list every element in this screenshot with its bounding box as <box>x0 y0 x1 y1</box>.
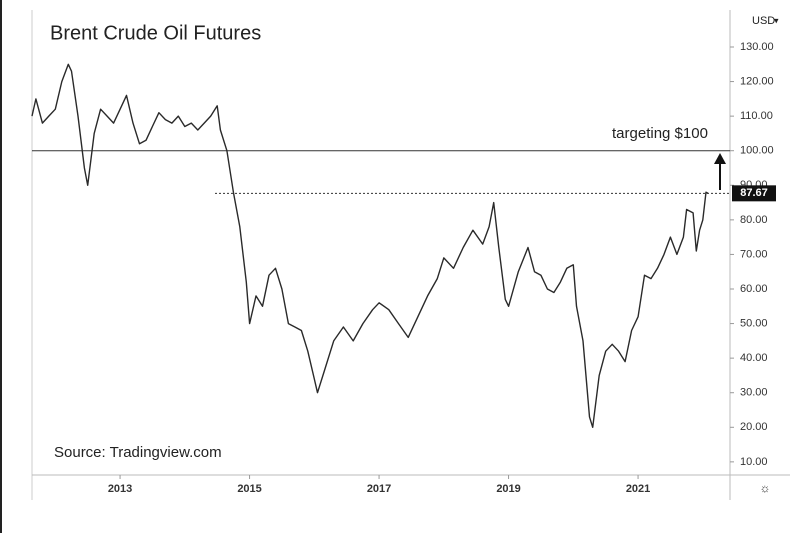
y-tick-label: 50.00 <box>740 317 768 329</box>
arrow-head <box>714 153 726 164</box>
last-value-label: 87.67 <box>740 187 768 199</box>
annotation: targeting $100 <box>612 125 708 142</box>
y-tick-label: 60.00 <box>740 283 768 295</box>
currency-dropdown[interactable]: ▾ <box>774 15 779 25</box>
settings-icon[interactable]: ☼ <box>760 481 771 495</box>
y-tick-label: 40.00 <box>740 352 768 364</box>
x-tick-label: 2015 <box>237 483 261 495</box>
y-tick-label: 100.00 <box>740 145 774 157</box>
x-tick-label: 2017 <box>367 483 391 495</box>
x-tick-label: 2021 <box>626 483 650 495</box>
y-tick-label: 110.00 <box>740 110 773 122</box>
y-tick-label: 70.00 <box>740 248 768 260</box>
last-value-box <box>732 185 776 202</box>
y-tick-label: 130.00 <box>740 41 774 53</box>
price-line <box>31 63 709 428</box>
y-tick-label: 120.00 <box>740 75 774 87</box>
y-tick-label: 30.00 <box>740 387 768 399</box>
y-tick-label: 80.00 <box>740 214 768 226</box>
currency-label: USD <box>752 15 775 27</box>
source-note: Source: Tradingview.com <box>54 444 222 461</box>
y-tick-label: 20.00 <box>740 421 768 433</box>
y-tick-label: 10.00 <box>740 456 768 468</box>
x-tick-label: 2019 <box>496 483 520 495</box>
x-tick-label: 2013 <box>108 483 132 495</box>
chart-title: Brent Crude Oil Futures <box>50 22 261 44</box>
